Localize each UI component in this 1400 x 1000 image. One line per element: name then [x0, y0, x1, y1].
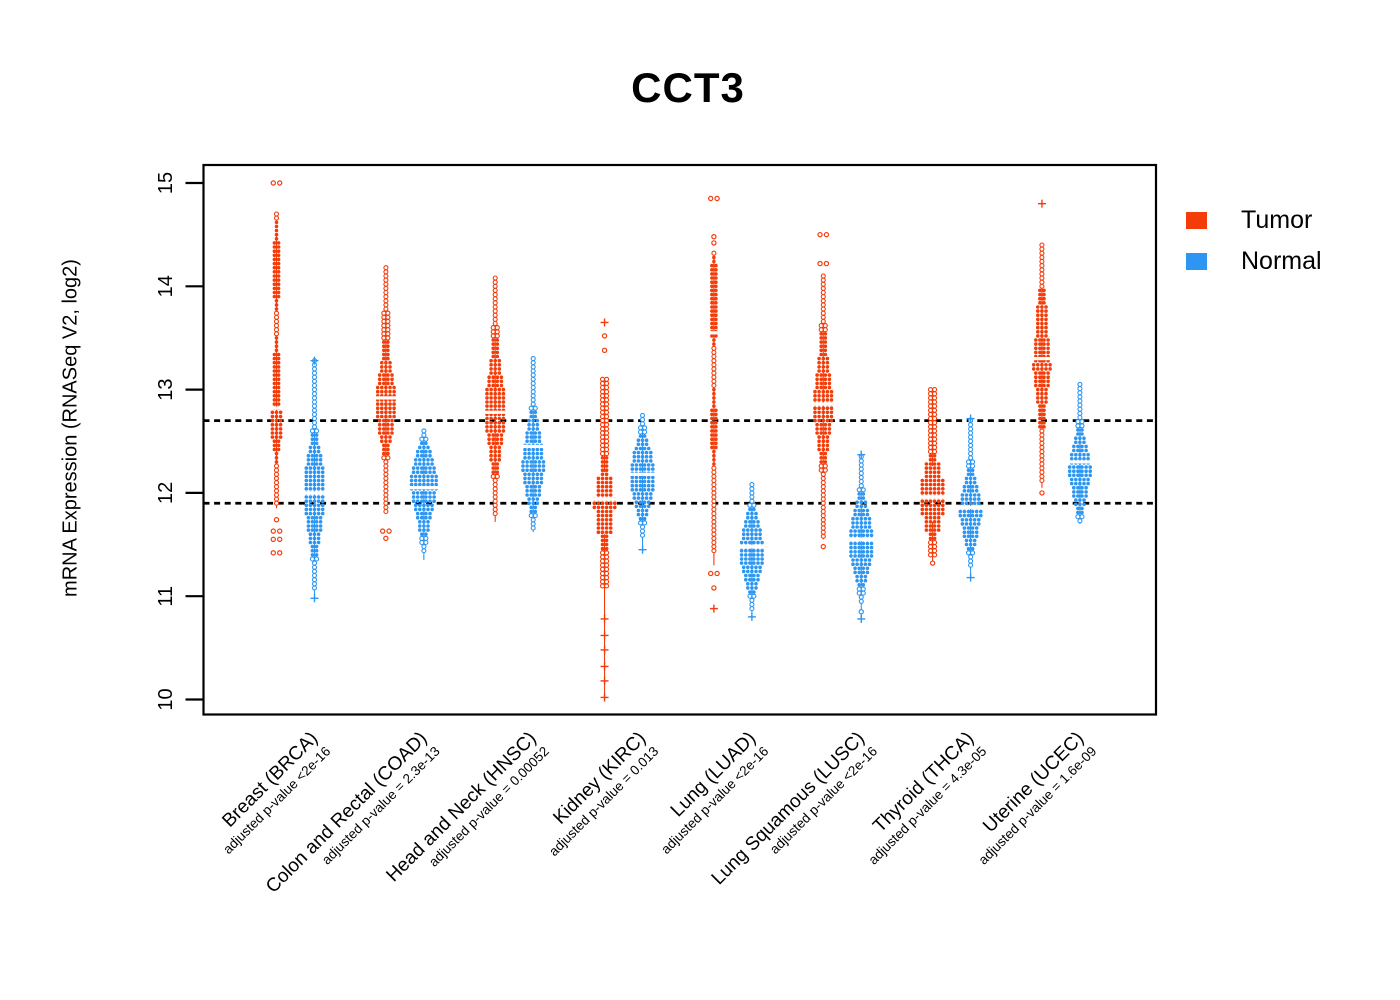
chart-title: CCT3	[631, 64, 745, 111]
violin-lung-squamous-lusc-normal	[845, 450, 877, 623]
violin-thyroid-thca-tumor	[915, 387, 950, 566]
legend-item-normal: Normal	[1186, 246, 1322, 276]
violin-breast-brca-tumor	[268, 180, 285, 556]
legend: Tumor Normal	[1186, 206, 1322, 276]
violin-lung-luad-normal	[736, 482, 768, 621]
violin-lung-luad-tumor	[707, 195, 721, 613]
y-tick-label-15: 15	[155, 172, 177, 194]
violin-breast-brca-normal	[300, 356, 328, 603]
violin-lung-squamous-lusc-tumor	[809, 231, 838, 550]
legend-label-normal: Normal	[1241, 246, 1322, 275]
violin-colon-and-rectal-coad-normal	[407, 428, 441, 561]
violin-kidney-kirc-tumor	[591, 318, 619, 702]
plot-frame	[202, 163, 1158, 716]
y-tick-label-11: 11	[155, 586, 177, 607]
violin-colon-and-rectal-coad-tumor	[372, 265, 400, 542]
violin-thyroid-thca-normal	[955, 414, 986, 582]
y-tick-label-10: 10	[155, 688, 177, 710]
violin-head-and-neck-hnsc-tumor	[481, 275, 510, 522]
y-tick-label-12: 12	[155, 482, 177, 504]
legend-label-tumor: Tumor	[1241, 206, 1313, 234]
violin-head-and-neck-hnsc-normal	[520, 356, 546, 533]
violin-kidney-kirc-normal	[626, 412, 659, 554]
violin-uterine-ucec-normal	[1066, 381, 1094, 524]
legend-item-tumor: Tumor	[1186, 206, 1322, 235]
y-tick-label-13: 13	[155, 378, 177, 400]
normal-color-swatch	[1186, 252, 1207, 270]
violin-uterine-ucec-tumor	[1029, 199, 1054, 496]
y-tick-label-14: 14	[155, 275, 177, 297]
tumor-color-swatch	[1186, 212, 1207, 230]
